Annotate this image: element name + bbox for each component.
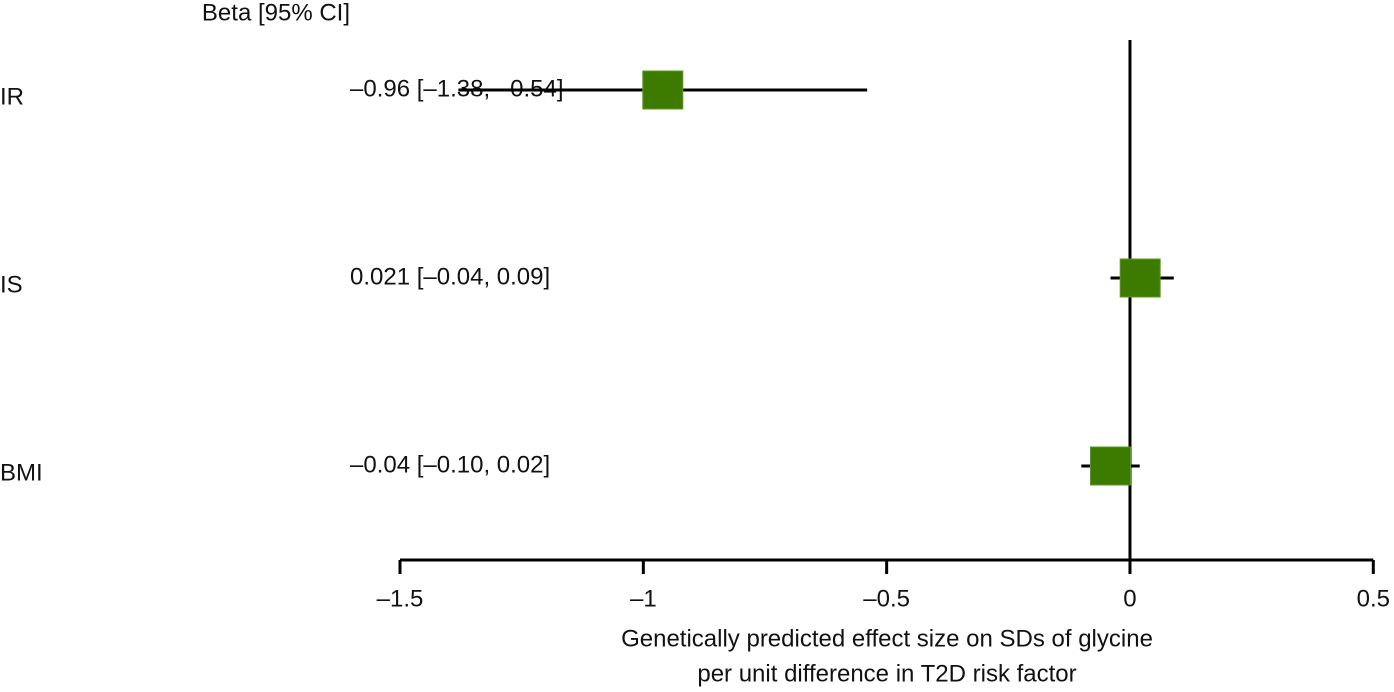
x-tick-label: –0.5 <box>863 585 910 612</box>
x-axis-label: per unit difference in T2D risk factor <box>697 660 1076 687</box>
x-tick-label: –1.5 <box>377 585 424 612</box>
value-label: 0.021 [–0.04, 0.09] <box>350 263 550 290</box>
x-tick-label: 0 <box>1123 585 1136 612</box>
value-label: –0.04 [–0.10, 0.02] <box>350 451 550 478</box>
x-tick-label: –1 <box>630 585 657 612</box>
category-label: BMI <box>0 459 43 486</box>
estimate-marker <box>642 70 684 110</box>
estimate-marker <box>1119 258 1161 298</box>
x-axis-label: Genetically predicted effect size on SDs… <box>621 625 1153 652</box>
category-label: IR <box>0 83 24 110</box>
category-label: IS <box>0 271 23 298</box>
estimate-marker <box>1090 446 1132 486</box>
column-header: Beta [95% CI] <box>202 0 350 26</box>
x-tick-label: 0.5 <box>1357 585 1390 612</box>
